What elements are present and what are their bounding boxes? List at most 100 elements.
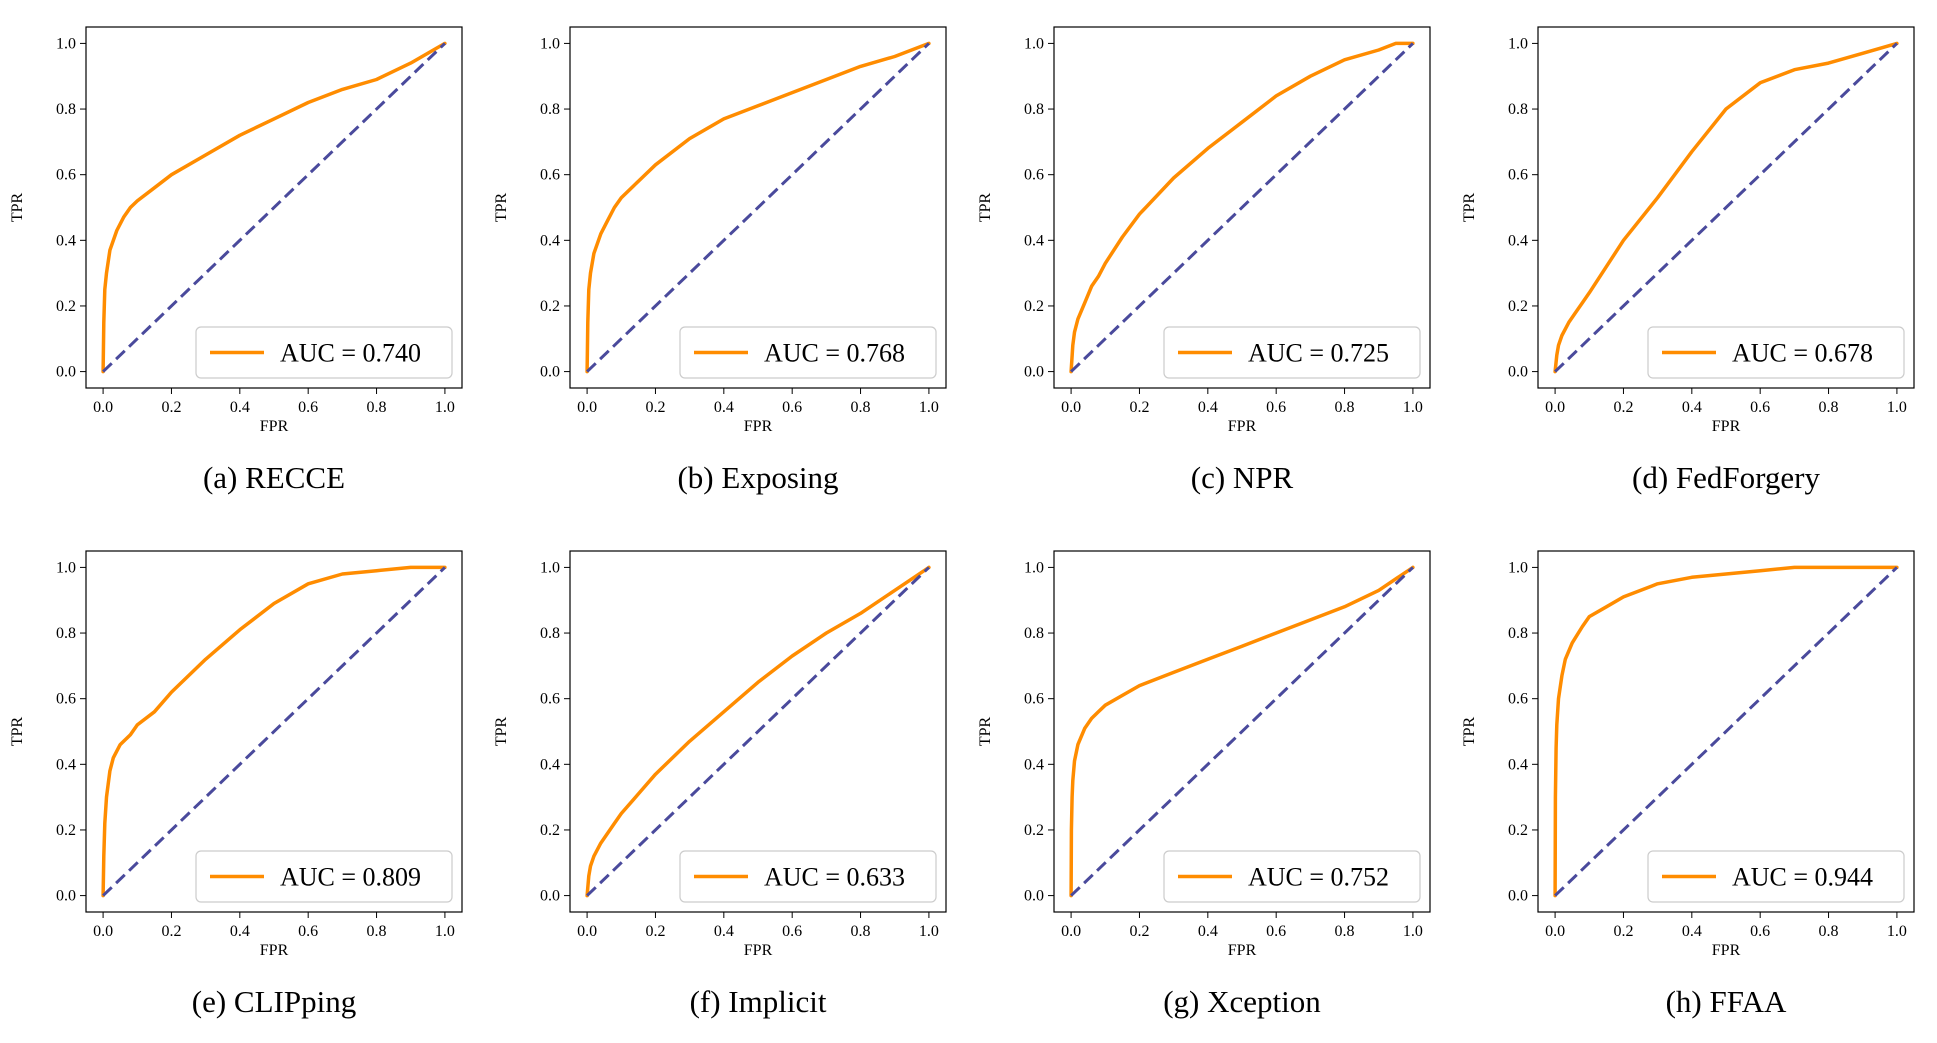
x-axis-label: FPR: [744, 942, 773, 959]
roc-curve: [1553, 41, 1899, 374]
x-tick-label: 0.8: [1335, 923, 1355, 940]
x-tick-label: 0.8: [367, 923, 387, 940]
roc-curve: [585, 565, 931, 898]
x-tick-label: 0.6: [1750, 399, 1770, 416]
x-tick-label: 0.0: [577, 923, 597, 940]
y-tick-label: 0.4: [1508, 232, 1528, 249]
y-tick-label: 0.4: [540, 756, 560, 773]
roc-panel-7: 0.0 0.2 0.4 0.6 0.8 1.0 0.0 0.2 0.4 0.6 0.8 1.0 FPR T…: [1461, 550, 1915, 1019]
x-tick-label: 0.4: [1198, 399, 1218, 416]
roc-curve: [1069, 565, 1415, 898]
y-tick-label: 1.0: [56, 35, 76, 52]
x-tick-label: 0.6: [1266, 399, 1286, 416]
x-tick-label: 0.4: [230, 399, 250, 416]
legend-label: AUC = 0.740: [280, 339, 421, 368]
y-axis-label: TPR: [1461, 193, 1478, 223]
panel-caption: (h) FFAA: [1666, 984, 1787, 1019]
roc-curve: [585, 41, 931, 374]
x-tick-label: 0.8: [367, 399, 387, 416]
x-tick-label: 0.0: [1061, 399, 1081, 416]
chance-line: [102, 42, 446, 373]
x-tick-label: 0.4: [230, 923, 250, 940]
legend-box: [1647, 326, 1905, 379]
y-tick-label: 1.0: [1024, 559, 1044, 576]
y-tick-label: 0.8: [540, 625, 560, 642]
y-axis-label: TPR: [977, 717, 994, 747]
y-tick-label: 0.2: [540, 822, 560, 839]
y-tick-label: 0.8: [1024, 101, 1044, 118]
legend-label: AUC = 0.725: [1248, 339, 1389, 368]
y-tick-label: 0.6: [540, 691, 560, 708]
y-tick-label: 1.0: [1024, 35, 1044, 52]
x-tick-label: 1.0: [919, 923, 939, 940]
y-tick-label: 0.0: [1508, 888, 1528, 905]
y-tick-label: 0.2: [540, 298, 560, 315]
x-tick-label: 0.4: [714, 923, 734, 940]
x-tick-label: 0.6: [1750, 923, 1770, 940]
axes-frame: [1053, 26, 1431, 389]
legend-box: [1163, 850, 1421, 903]
panel-caption: (e) CLIPping: [192, 984, 356, 1019]
x-tick-label: 0.0: [93, 399, 113, 416]
chance-line: [102, 566, 446, 897]
y-tick-label: 1.0: [540, 35, 560, 52]
y-tick-label: 0.8: [56, 101, 76, 118]
y-tick-label: 0.6: [1024, 167, 1044, 184]
x-tick-label: 0.8: [1819, 399, 1839, 416]
x-tick-label: 0.8: [1335, 399, 1355, 416]
axes-frame: [85, 26, 463, 389]
x-tick-label: 0.6: [782, 399, 802, 416]
x-tick-label: 0.2: [1613, 399, 1633, 416]
legend-label: AUC = 0.768: [764, 339, 905, 368]
x-tick-label: 0.2: [1613, 923, 1633, 940]
y-tick-label: 0.6: [1508, 691, 1528, 708]
y-tick-label: 0.4: [1024, 756, 1044, 773]
y-tick-label: 0.2: [1024, 298, 1044, 315]
x-tick-label: 0.6: [298, 923, 318, 940]
roc-panel-1: 0.0 0.2 0.4 0.6 0.8 1.0 0.0 0.2 0.4 0.6 0.8 1.0 FPR T…: [493, 26, 947, 495]
y-tick-label: 1.0: [540, 559, 560, 576]
y-tick-label: 0.8: [540, 101, 560, 118]
x-axis-label: FPR: [260, 942, 289, 959]
y-tick-label: 1.0: [1508, 559, 1528, 576]
x-tick-label: 0.6: [782, 923, 802, 940]
chance-line: [1070, 566, 1414, 897]
x-tick-label: 0.8: [851, 923, 871, 940]
panel-caption: (c) NPR: [1191, 460, 1294, 495]
x-tick-label: 0.0: [1545, 399, 1565, 416]
legend-label: AUC = 0.633: [764, 863, 905, 892]
legend-box: [679, 326, 937, 379]
y-tick-label: 0.4: [56, 756, 76, 773]
y-tick-label: 0.0: [540, 888, 560, 905]
x-tick-label: 0.0: [1545, 923, 1565, 940]
legend-box: [195, 850, 453, 903]
legend-box: [195, 326, 453, 379]
y-tick-label: 0.0: [56, 364, 76, 381]
y-tick-label: 0.6: [540, 167, 560, 184]
legend-label: AUC = 0.944: [1732, 863, 1873, 892]
roc-panel-5: 0.0 0.2 0.4 0.6 0.8 1.0 0.0 0.2 0.4 0.6 0.8 1.0 FPR T…: [493, 550, 947, 1019]
y-axis-label: TPR: [977, 193, 994, 223]
x-tick-label: 1.0: [1887, 923, 1907, 940]
y-axis-label: TPR: [9, 717, 26, 747]
x-tick-label: 1.0: [1403, 399, 1423, 416]
y-tick-label: 0.8: [1508, 625, 1528, 642]
panel-caption: (g) Xception: [1163, 984, 1321, 1019]
x-tick-label: 0.2: [645, 923, 665, 940]
y-tick-label: 0.2: [1508, 822, 1528, 839]
y-tick-label: 0.6: [1024, 691, 1044, 708]
roc-curve: [1553, 565, 1899, 898]
x-axis-label: FPR: [744, 418, 773, 435]
x-tick-label: 1.0: [435, 923, 455, 940]
roc-curve: [101, 565, 447, 898]
x-axis-label: FPR: [1712, 942, 1741, 959]
x-tick-label: 0.2: [161, 923, 181, 940]
roc-panel-3: 0.0 0.2 0.4 0.6 0.8 1.0 0.0 0.2 0.4 0.6 0.8 1.0 FPR T…: [1461, 26, 1915, 495]
y-tick-label: 0.4: [540, 232, 560, 249]
y-tick-label: 0.4: [56, 232, 76, 249]
x-tick-label: 0.0: [93, 923, 113, 940]
x-tick-label: 0.4: [1198, 923, 1218, 940]
legend-label: AUC = 0.809: [280, 863, 421, 892]
roc-curve: [1069, 41, 1415, 374]
